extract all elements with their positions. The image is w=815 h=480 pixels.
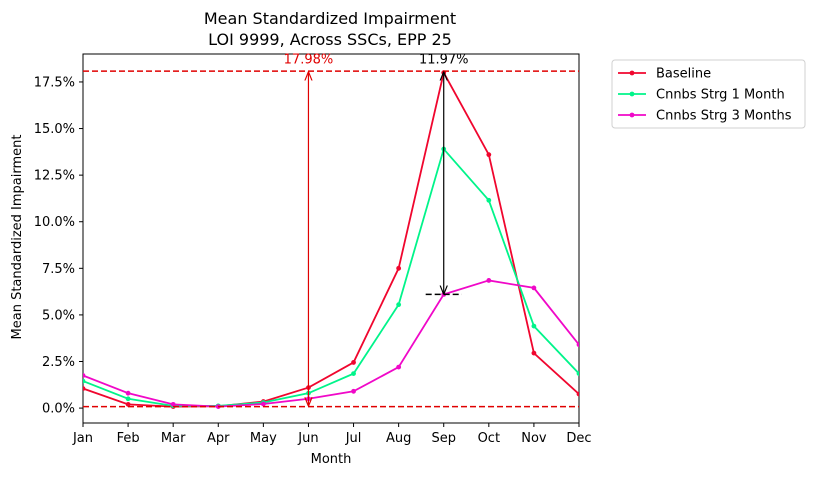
x-tick-label: May — [250, 431, 277, 446]
plot-frame — [82, 53, 580, 424]
data-point — [83, 378, 86, 384]
data-point — [486, 278, 492, 283]
x-tick-label: Feb — [117, 431, 140, 446]
y-tick-label: 0.0% — [42, 402, 75, 417]
series-group — [83, 70, 579, 409]
annotation-layer: 17.98% 11.97% — [83, 53, 579, 408]
data-point — [83, 386, 86, 391]
data-point — [531, 323, 537, 329]
data-point — [170, 401, 176, 407]
data-layer — [83, 70, 579, 409]
y-tick-label: 7.5% — [42, 262, 75, 277]
y-axis-label: Mean Standardized Impairment — [10, 135, 25, 340]
x-tick-label: Dec — [566, 431, 591, 446]
legend-swatch-marker — [629, 112, 635, 118]
x-tick-label: Oct — [478, 431, 500, 446]
data-point — [351, 360, 356, 365]
data-point — [396, 364, 402, 370]
series-line — [83, 147, 579, 407]
data-point — [83, 373, 86, 378]
x-tick-label: Jul — [345, 431, 362, 446]
data-point — [531, 350, 537, 356]
data-point — [351, 371, 356, 377]
x-tick-label: Apr — [207, 431, 230, 446]
legend-entry: Baseline — [656, 67, 711, 82]
x-tick-label: Jan — [72, 431, 93, 446]
y-tick-label: 17.5% — [34, 75, 75, 90]
y-tick-label: 10.0% — [34, 215, 75, 230]
x-tick-label: Aug — [386, 431, 411, 446]
series-line — [83, 70, 579, 408]
y-tick-label: 5.0% — [42, 308, 75, 323]
data-point — [531, 285, 537, 291]
x-tick-label: Mar — [161, 431, 186, 446]
legend-swatch-marker — [629, 70, 635, 76]
data-point — [576, 391, 579, 397]
x-tick-label: Nov — [521, 431, 547, 446]
data-point — [125, 390, 131, 396]
chart-subtitle: LOI 9999, Across SSCs, EPP 25 — [208, 30, 452, 49]
legend-entry: Cnnbs Strg 3 Months — [656, 109, 792, 124]
chart-title: Mean Standardized Impairment — [204, 9, 456, 28]
y-tick-label: 15.0% — [34, 122, 75, 137]
data-point — [125, 396, 131, 402]
legend: Baseline Cnnbs Strg 1 Month Cnnbs Strg 3 M… — [611, 59, 806, 129]
text-layer: Mean Standardized Impairment LOI 9999, A… — [10, 9, 456, 467]
legend-entry: Cnnbs Strg 1 Month — [656, 88, 785, 103]
x-tick-label: Sep — [431, 431, 456, 446]
legend-box — [611, 59, 806, 129]
data-point — [486, 152, 492, 158]
data-point — [396, 265, 402, 271]
annotation-label: 11.97% — [419, 53, 469, 68]
data-point — [260, 401, 266, 407]
data-point — [396, 302, 402, 308]
data-point — [576, 371, 579, 377]
data-point — [486, 197, 492, 203]
data-point — [351, 388, 356, 394]
series-line — [83, 279, 579, 408]
y-tick-label: 2.5% — [42, 355, 75, 370]
data-point — [125, 401, 131, 407]
axes-layer: Jan Feb Mar Apr May Jun Jul Aug Sep Oct Nov Dec 0.0%… — [34, 53, 592, 446]
legend-swatch-marker — [629, 91, 635, 97]
x-axis-label: Month — [311, 452, 352, 467]
y-tick-label: 12.5% — [34, 169, 75, 184]
x-tick-label: Jun — [297, 431, 318, 446]
annotation-label: 17.98% — [284, 53, 334, 68]
data-point — [576, 342, 579, 348]
